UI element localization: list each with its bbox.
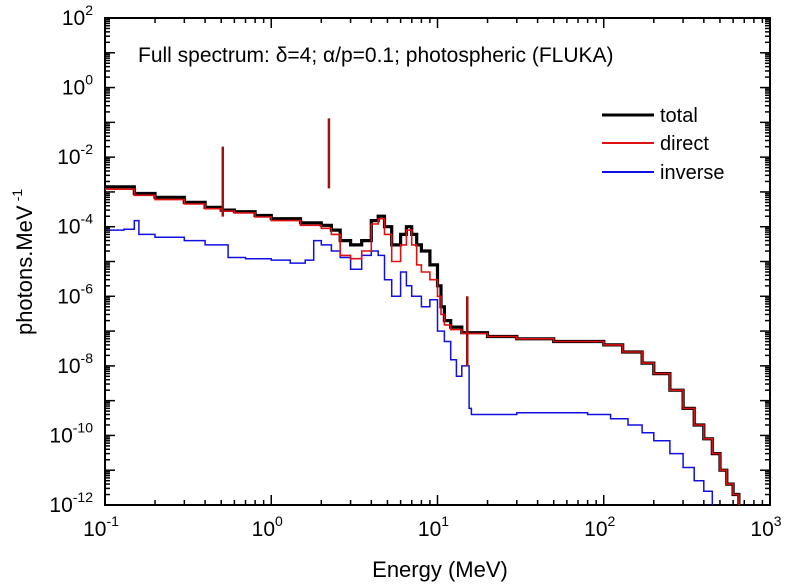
y-tick-label: 102: [62, 2, 93, 30]
y-axis-title: photons.MeV: [12, 205, 37, 335]
chart-annotation: Full spectrum: δ=4; α/p=0.1; photospheri…: [138, 44, 614, 67]
legend-label-inverse: inverse: [660, 162, 724, 184]
svg-text:photons.MeV-1: photons.MeV -1: [9, 189, 37, 335]
y-axis-title-group: photons.MeV -1: [9, 189, 37, 335]
plot-frame: [104, 17, 771, 506]
series-total-line: [105, 185, 741, 505]
series-direct-line: [105, 188, 740, 505]
x-tick-label: 103: [750, 513, 781, 541]
y-tick-label: 10-2: [57, 141, 93, 169]
x-tick-label: 101: [418, 513, 449, 541]
y-tick-label: 10-4: [57, 211, 93, 239]
x-tick-label: 10-1: [83, 513, 119, 541]
series-inverse-line: [105, 219, 714, 505]
y-tick-label: 10-12: [49, 489, 93, 517]
y-tick-label: 10-8: [57, 350, 93, 378]
y-axis-title-exponent: -1: [9, 189, 25, 202]
x-tick-label: 100: [252, 513, 283, 541]
y-tick-label: 10-6: [57, 280, 93, 308]
y-tick-label: 100: [62, 72, 93, 100]
x-axis-title: Energy (MeV): [372, 557, 508, 582]
legend-label-direct: direct: [660, 133, 709, 155]
y-tick-label: 10-10: [49, 419, 93, 447]
x-tick-label: 102: [584, 513, 615, 541]
legend-label-total: total: [660, 105, 698, 127]
legend: total direct inverse: [602, 105, 724, 184]
